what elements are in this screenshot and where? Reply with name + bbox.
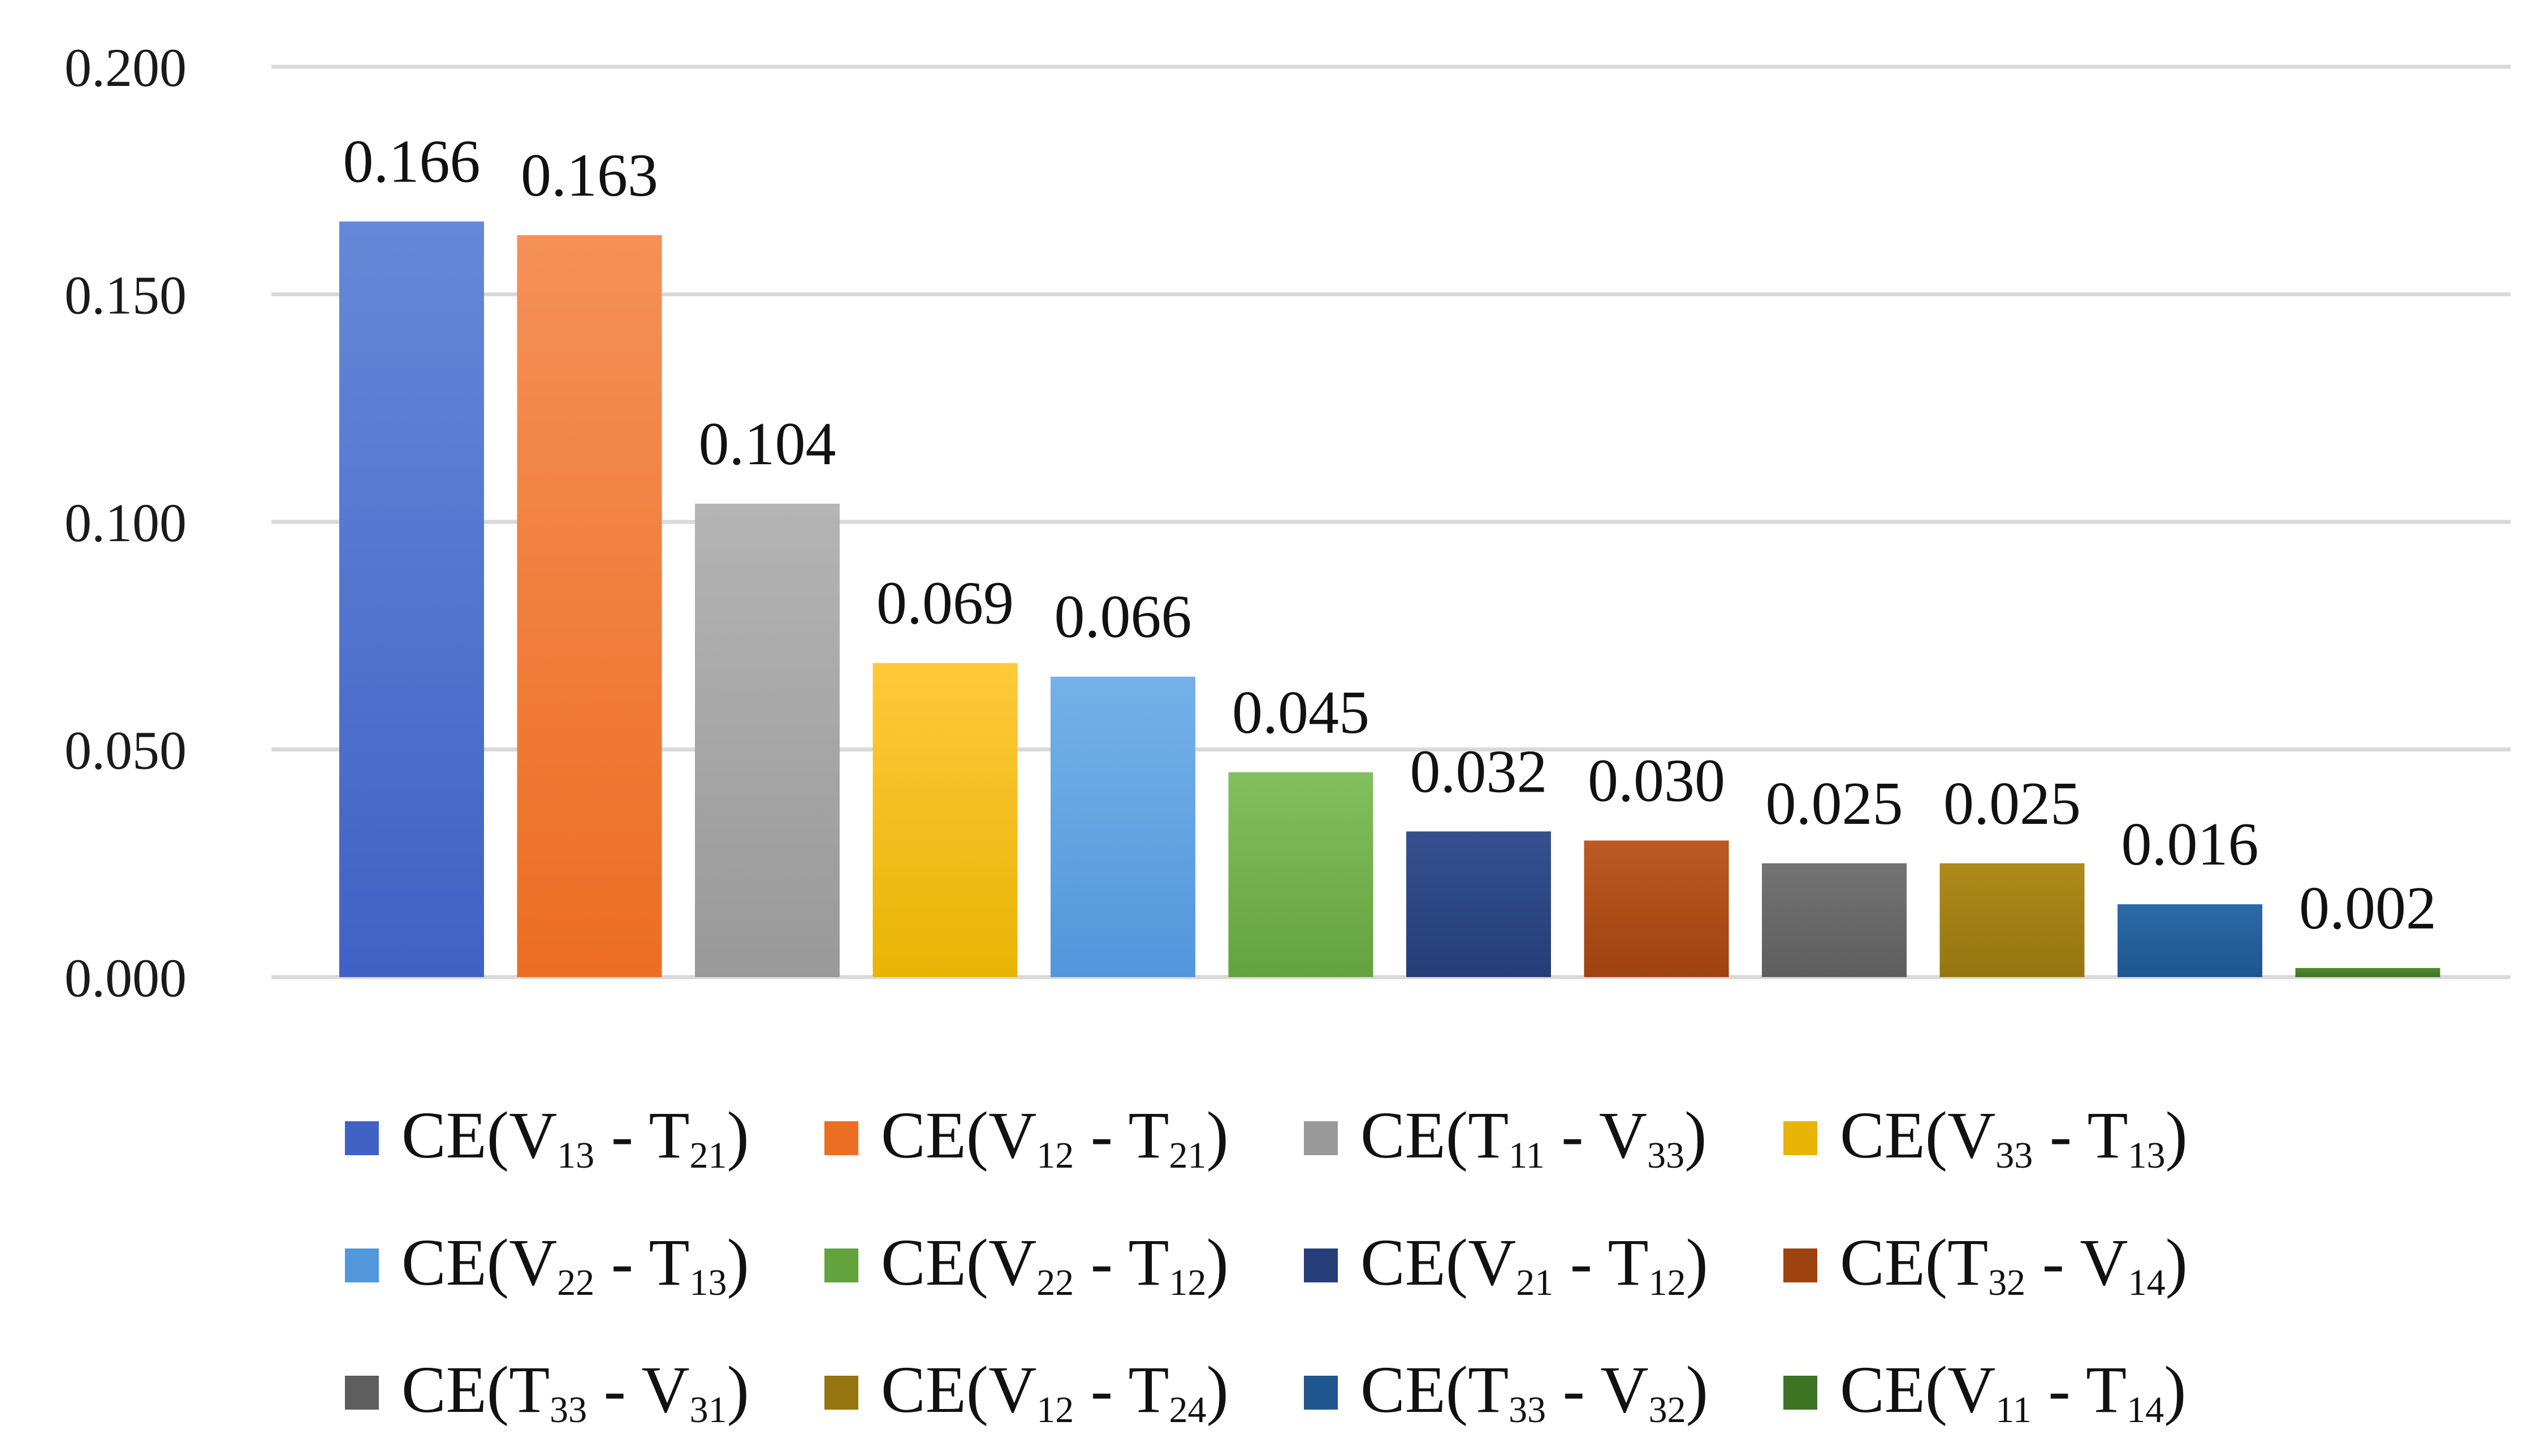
legend-item: CE(T11 - V33): [1304, 1098, 1783, 1176]
y-tick-label: 0.000: [64, 948, 187, 1008]
bar-6: [1406, 831, 1551, 977]
data-label-4: 0.066: [1055, 584, 1192, 651]
data-labels: 0.166 0.163 0.104 0.069 0.066 0.045 0.032 0.030…: [343, 128, 2437, 942]
legend-swatch: [1304, 1375, 1338, 1410]
data-label-5: 0.045: [1232, 679, 1369, 746]
legend-label: CE(V33 - T13): [1840, 1098, 2188, 1176]
bar-4: [1051, 676, 1195, 977]
legend-item: CE(T32 - V14): [1783, 1229, 2263, 1302]
bar-3: [872, 663, 1018, 977]
legend-swatch: [824, 1375, 858, 1410]
legend-label: CE(T33 - V32): [1360, 1352, 1708, 1431]
bar-0: [339, 221, 484, 978]
bar-11: [2295, 967, 2440, 977]
legend-swatch: [824, 1121, 858, 1155]
data-label-11: 0.002: [2299, 875, 2436, 942]
legend-swatch: [345, 1375, 379, 1410]
y-tick-label: 0.200: [64, 37, 187, 98]
data-label-0: 0.166: [343, 128, 481, 196]
legend-item: CE(V13 - T21): [345, 1098, 824, 1176]
data-label-6: 0.032: [1410, 738, 1548, 805]
data-label-2: 0.104: [699, 411, 836, 478]
legend-item: CE(V11 - T14): [1783, 1356, 2263, 1429]
legend-item: CE(V21 - T12): [1304, 1229, 1783, 1302]
legend-label: CE(V22 - T13): [401, 1225, 749, 1303]
legend-swatch: [1304, 1248, 1338, 1282]
legend: CE(V13 - T21) CE(V12 - T21) CE(T11 - V33) C…: [345, 1074, 2296, 1456]
legend-label: CE(V12 - T21): [881, 1098, 1229, 1176]
legend-item: CE(V12 - T21): [824, 1098, 1304, 1176]
bar-7: [1584, 840, 1729, 977]
bar-9: [1939, 863, 2085, 977]
bar-10: [2118, 904, 2262, 977]
legend-swatch: [1783, 1375, 1817, 1410]
data-label-1: 0.163: [521, 142, 658, 209]
legend-item: CE(T33 - V31): [345, 1356, 824, 1429]
data-label-10: 0.016: [2121, 811, 2259, 878]
legend-label: CE(V11 - T14): [1840, 1352, 2187, 1431]
legend-row: CE(T33 - V31) CE(V12 - T24) CE(T33 - V32) C…: [345, 1329, 2296, 1456]
legend-item: CE(V33 - T13): [1783, 1098, 2263, 1176]
legend-row: CE(V13 - T21) CE(V12 - T21) CE(T11 - V33) C…: [345, 1074, 2296, 1202]
data-label-3: 0.069: [876, 570, 1014, 637]
bars: [339, 221, 2440, 978]
y-tick-label: 0.150: [64, 265, 187, 326]
legend-label: CE(V21 - T12): [1360, 1225, 1708, 1303]
bar-5: [1228, 772, 1373, 977]
legend-item: CE(T33 - V32): [1304, 1356, 1783, 1429]
legend-label: CE(V22 - T12): [881, 1225, 1229, 1303]
legend-label: CE(T11 - V33): [1360, 1098, 1707, 1176]
legend-swatch: [345, 1121, 379, 1155]
legend-swatch: [1783, 1248, 1817, 1282]
legend-item: CE(V12 - T24): [824, 1356, 1304, 1429]
legend-swatch: [1304, 1121, 1338, 1155]
y-tick-label: 0.100: [64, 492, 187, 553]
legend-swatch: [345, 1248, 379, 1282]
legend-label: CE(T33 - V31): [401, 1352, 749, 1431]
legend-label: CE(V13 - T21): [401, 1098, 749, 1176]
legend-row: CE(V22 - T13) CE(V22 - T12) CE(V21 - T12) C…: [345, 1202, 2296, 1329]
legend-swatch: [824, 1248, 858, 1282]
bar-8: [1762, 863, 1907, 977]
y-tick-label: 0.050: [64, 720, 187, 781]
legend-item: CE(V22 - T13): [345, 1229, 824, 1302]
data-label-7: 0.030: [1588, 748, 1725, 815]
data-label-8: 0.025: [1766, 770, 1903, 837]
bar-2: [695, 503, 840, 977]
bar-chart: 0.000 0.050 0.100 0.150 0.200 0.166 0.163 0.10…: [64, 37, 2511, 1008]
legend-label: CE(T32 - V14): [1840, 1225, 2188, 1303]
legend-label: CE(V12 - T24): [881, 1352, 1229, 1431]
data-label-9: 0.025: [1943, 770, 2081, 837]
legend-item: CE(V22 - T12): [824, 1229, 1304, 1302]
legend-swatch: [1783, 1121, 1817, 1155]
y-axis: 0.000 0.050 0.100 0.150 0.200: [64, 37, 187, 1008]
bar-1: [517, 235, 662, 978]
